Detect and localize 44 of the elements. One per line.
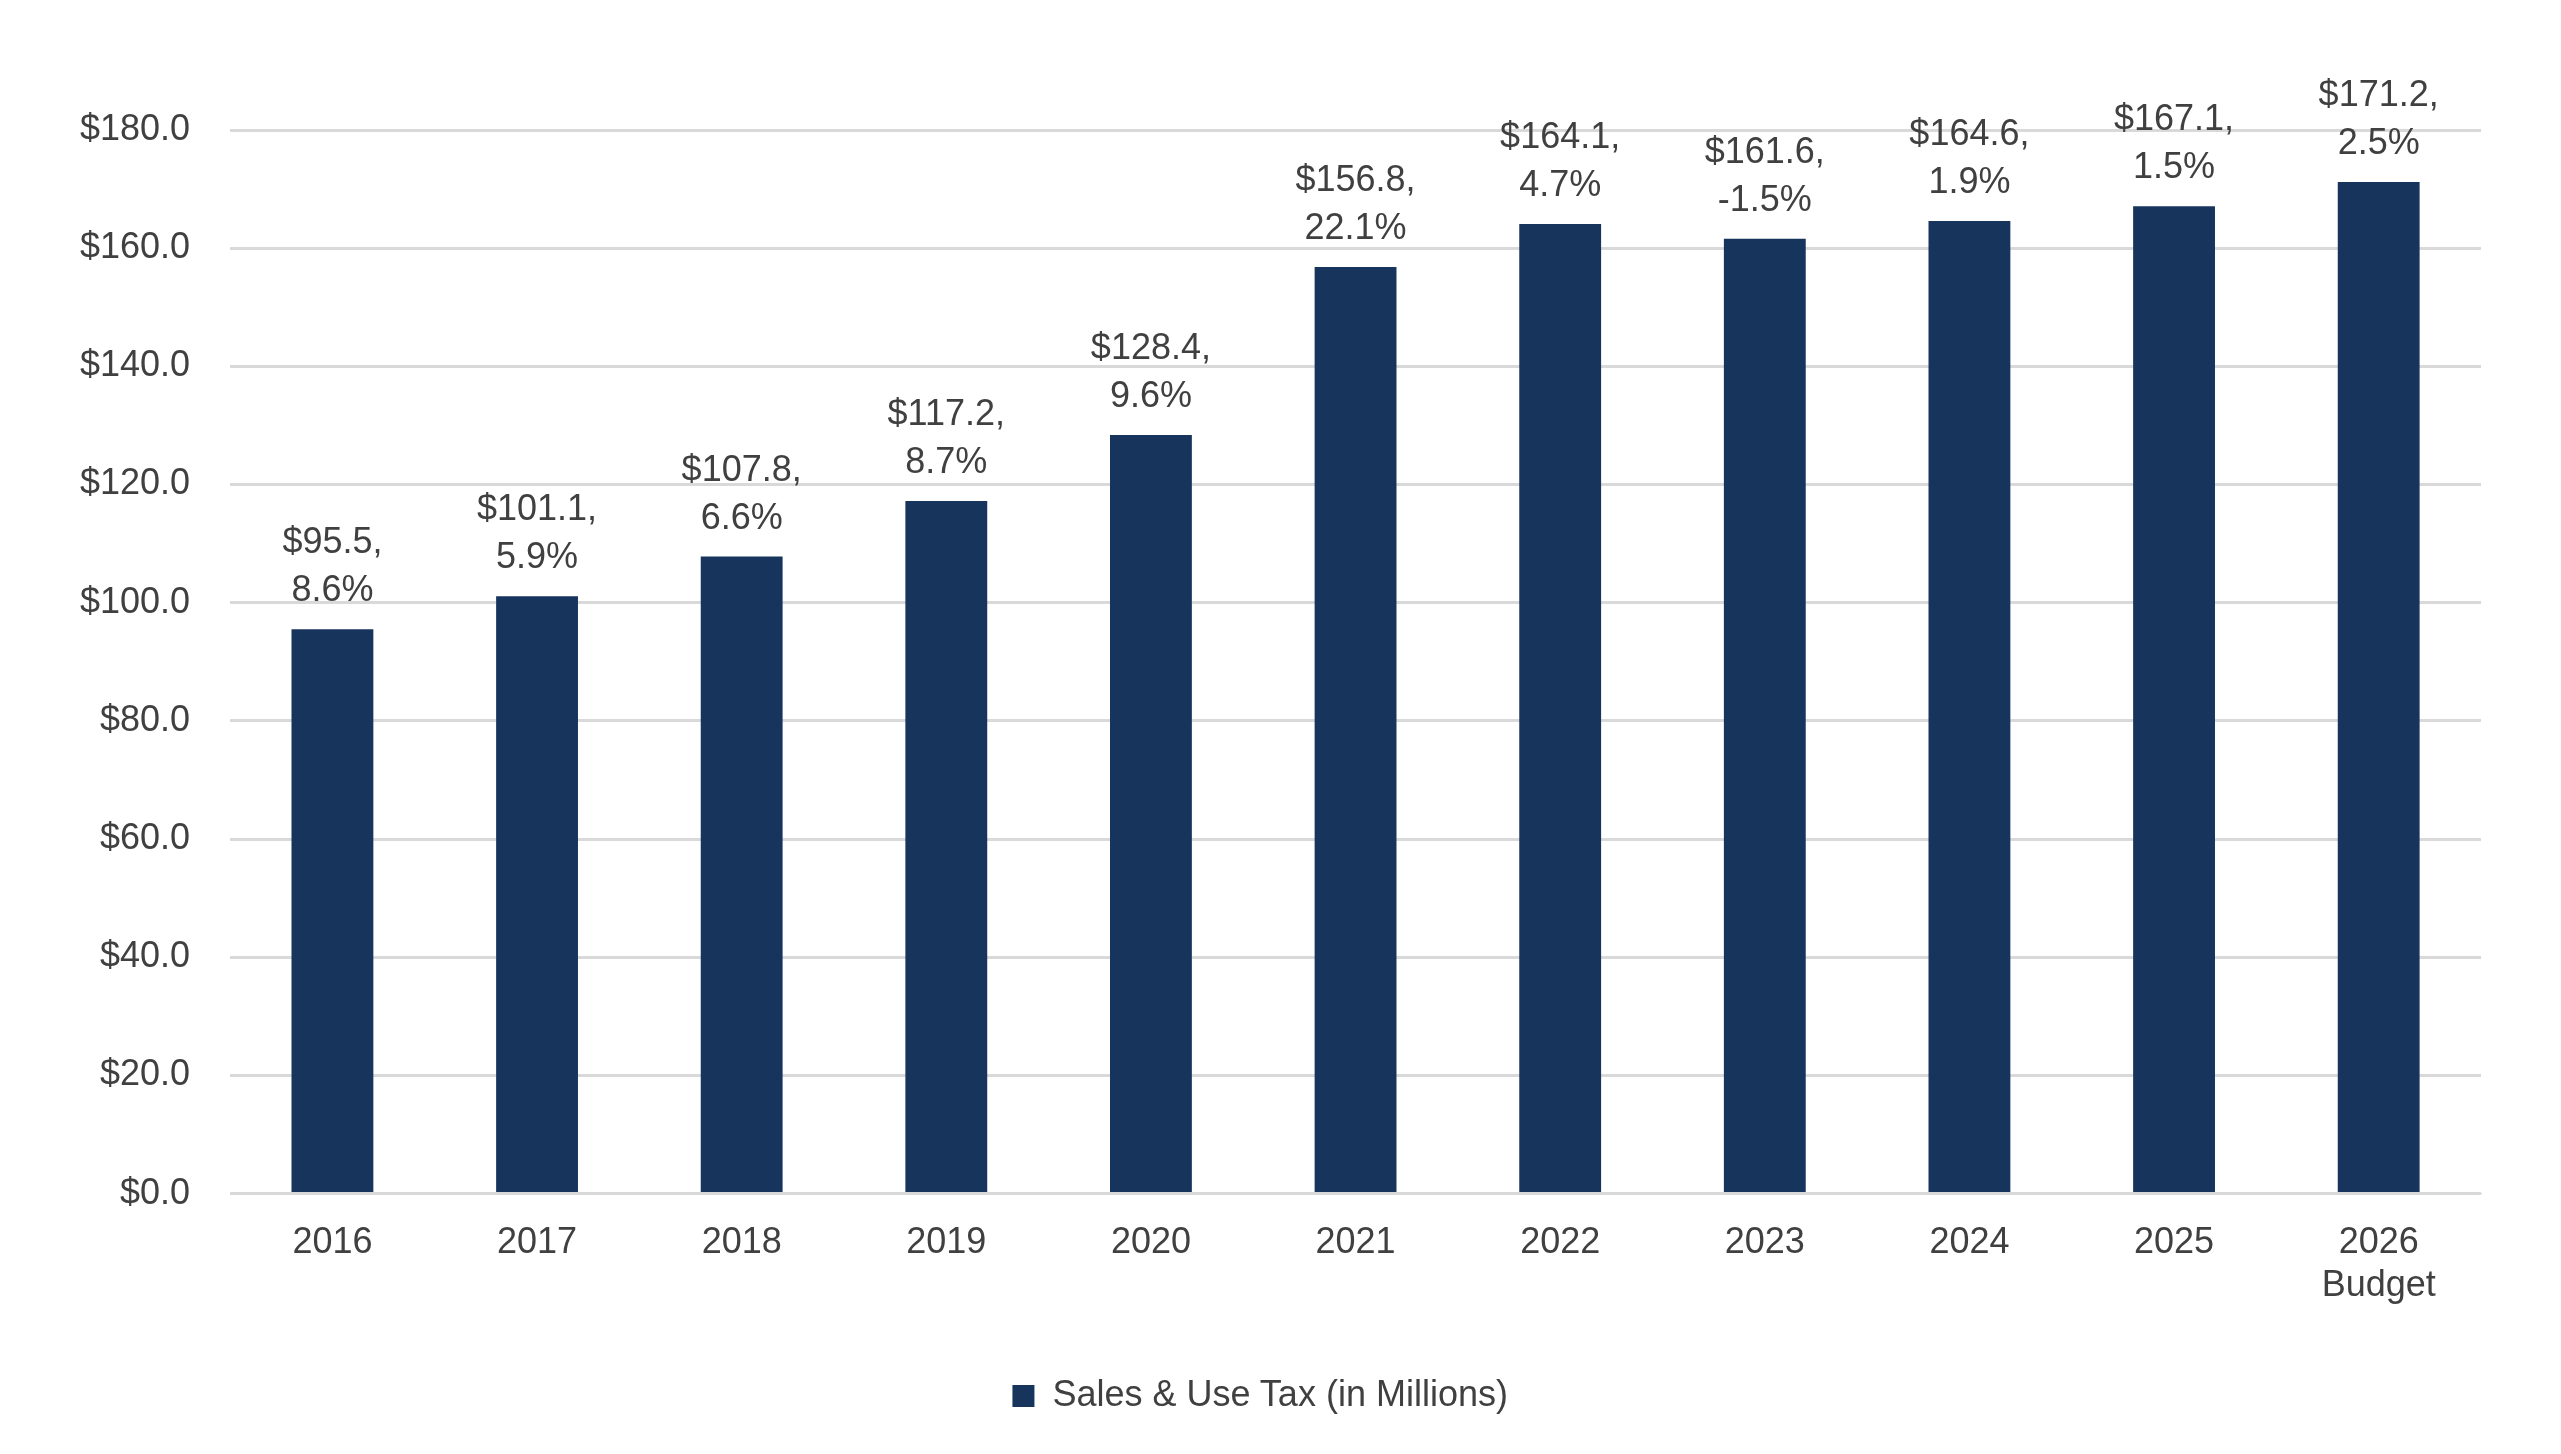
- bar: [1723, 238, 1806, 1193]
- x-tick-label: 2021: [1315, 1220, 1396, 1262]
- data-label: $117.2, 8.7%: [887, 392, 1006, 481]
- data-label: $156.8, 22.1%: [1295, 158, 1416, 248]
- data-label: $164.6, 1.9%: [1909, 111, 2030, 201]
- data-label: $161.6, -1.5%: [1704, 129, 1825, 219]
- y-tick-label: $60.0: [100, 815, 191, 857]
- bar: [1928, 221, 2011, 1193]
- y-tick-label: $80.0: [100, 697, 191, 739]
- bar: [496, 596, 578, 1193]
- bar: [1110, 434, 1192, 1193]
- y-tick-label: $20.0: [100, 1052, 191, 1094]
- x-tick-label: 2022: [1520, 1220, 1601, 1262]
- data-label: $107.8, 6.6%: [681, 447, 802, 537]
- legend-label: Sales & Use Tax (in Millions): [1052, 1372, 1508, 1414]
- bar: [1314, 267, 1397, 1193]
- y-tick-label: $120.0: [80, 461, 191, 503]
- x-tick-label: 2016: [292, 1220, 373, 1262]
- data-label: $167.1, 1.5%: [2114, 97, 2235, 187]
- y-tick-label: $140.0: [80, 343, 191, 385]
- x-tick-label: 2026 Budget: [2321, 1220, 2436, 1305]
- bar: [291, 629, 374, 1193]
- y-tick-label: $0.0: [120, 1170, 191, 1212]
- bar: [700, 556, 783, 1193]
- y-tick-label: $160.0: [80, 225, 191, 267]
- bar: [905, 501, 988, 1193]
- x-tick-label: 2019: [906, 1220, 987, 1262]
- bar: [2337, 182, 2420, 1193]
- data-label: $128.4, 9.6%: [1090, 325, 1211, 415]
- x-tick-label: 2024: [1929, 1220, 2010, 1262]
- data-label: $171.2, 2.5%: [2318, 72, 2439, 162]
- y-tick-label: $180.0: [80, 106, 191, 148]
- x-tick-label: 2017: [497, 1220, 578, 1262]
- x-tick-label: 2018: [701, 1220, 782, 1262]
- x-tick-label: 2020: [1110, 1220, 1191, 1262]
- y-tick-label: $100.0: [80, 579, 191, 621]
- data-label: $95.5, 8.6%: [282, 520, 383, 610]
- bar: [2133, 206, 2215, 1193]
- x-tick-label: 2025: [2134, 1220, 2215, 1262]
- x-tick-label: 2023: [1724, 1220, 1805, 1262]
- y-tick-label: $40.0: [100, 934, 191, 976]
- bar: [1519, 223, 1602, 1193]
- data-label: $101.1, 5.9%: [476, 487, 598, 577]
- data-label: $164.1, 4.7%: [1500, 114, 1621, 204]
